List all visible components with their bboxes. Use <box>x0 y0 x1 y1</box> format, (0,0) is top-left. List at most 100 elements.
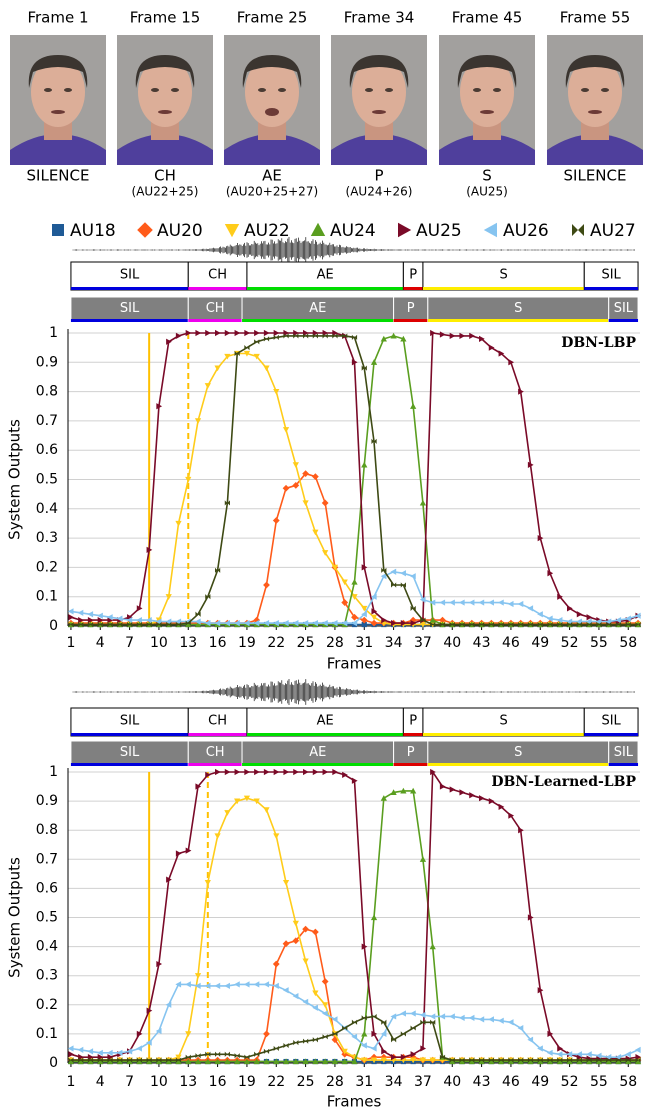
data-point <box>498 1017 504 1024</box>
data-point <box>253 981 260 988</box>
data-point <box>527 621 534 628</box>
data-point <box>78 621 84 628</box>
x-axis-label: Frames <box>327 1093 382 1110</box>
phone-label: AE <box>317 268 334 283</box>
data-point <box>185 981 191 988</box>
data-point <box>224 982 230 990</box>
data-point <box>311 928 319 936</box>
data-point <box>429 1057 436 1064</box>
data-point <box>351 594 358 600</box>
data-point <box>381 1048 387 1055</box>
data-point <box>576 621 582 628</box>
data-point <box>243 981 250 988</box>
data-point <box>351 1033 358 1040</box>
data-point <box>254 329 260 337</box>
phone-label: P <box>409 268 417 283</box>
data-point <box>517 600 524 608</box>
data-point <box>449 1058 456 1065</box>
data-point <box>370 359 378 365</box>
legend-marker <box>572 224 584 236</box>
data-point <box>204 982 211 990</box>
data-point <box>351 359 358 366</box>
data-point <box>312 1058 319 1065</box>
data-point <box>303 333 309 339</box>
data-point <box>458 1058 466 1065</box>
x-tick-label: 40 <box>443 635 461 651</box>
data-point <box>155 1027 162 1035</box>
x-tick-label: 1 <box>66 635 75 651</box>
data-point <box>312 329 319 337</box>
eye <box>64 88 72 92</box>
data-point <box>205 771 211 779</box>
frame-label: Frame 55 <box>560 9 631 27</box>
data-point <box>439 331 446 338</box>
data-point <box>400 335 407 342</box>
data-point <box>194 621 202 628</box>
data-point <box>146 546 153 553</box>
data-point <box>439 621 446 628</box>
data-point <box>127 1057 133 1063</box>
phone-segment <box>608 740 639 767</box>
data-point <box>78 1054 84 1061</box>
data-point <box>586 621 592 628</box>
data-point <box>371 1030 378 1038</box>
data-point <box>634 1058 642 1065</box>
legend-marker <box>398 222 412 238</box>
x-tick-label: 37 <box>414 1074 432 1090</box>
shirt <box>224 134 320 165</box>
x-tick-label: 55 <box>590 1074 608 1090</box>
data-point <box>518 1057 524 1063</box>
frame-label: Frame 25 <box>237 9 308 27</box>
data-point <box>566 618 573 625</box>
y-tick-label: 0.2 <box>36 559 58 575</box>
data-point <box>87 1058 94 1065</box>
data-point <box>175 618 182 625</box>
frame-label: Frame 1 <box>27 9 88 27</box>
data-point <box>224 500 230 506</box>
data-point <box>606 621 612 628</box>
y-tick-label: 0.3 <box>36 530 58 546</box>
data-point <box>312 990 319 997</box>
data-point <box>322 768 329 776</box>
au-label: (AU25) <box>466 185 508 199</box>
data-point <box>351 578 358 585</box>
data-point <box>293 329 299 337</box>
data-point <box>116 615 123 622</box>
data-point <box>380 1057 387 1064</box>
data-point <box>342 1025 348 1031</box>
x-tick-label: 28 <box>326 635 344 651</box>
au-label: (AU20+25+27) <box>226 185 318 199</box>
data-point <box>234 350 240 357</box>
data-point <box>175 332 182 340</box>
data-point <box>361 611 367 618</box>
data-point <box>537 1058 544 1065</box>
data-point <box>146 621 152 628</box>
data-point <box>508 621 514 628</box>
x-tick-label: 49 <box>531 1074 549 1090</box>
data-point <box>68 1057 74 1063</box>
data-point <box>77 609 84 616</box>
data-point <box>224 353 231 360</box>
data-point <box>430 1019 436 1025</box>
data-point <box>410 1010 416 1017</box>
data-point <box>78 617 84 624</box>
series-line <box>70 769 639 1060</box>
data-point <box>586 1058 593 1065</box>
eye <box>601 88 609 92</box>
data-point <box>400 1031 406 1037</box>
data-point <box>67 1058 75 1065</box>
x-tick-label: 46 <box>502 1074 520 1090</box>
data-point <box>97 621 103 628</box>
x-tick-label: 31 <box>355 1074 373 1090</box>
data-point <box>332 768 339 776</box>
data-point <box>273 619 279 627</box>
data-point <box>517 1024 524 1032</box>
au-label: (AU22+25) <box>132 185 199 199</box>
mouth <box>588 110 602 114</box>
data-point <box>282 427 290 433</box>
data-point <box>175 621 182 628</box>
phone-label: P <box>407 745 415 760</box>
x-tick-label: 43 <box>473 635 491 651</box>
data-point <box>370 1053 378 1061</box>
data-point <box>390 1013 397 1020</box>
